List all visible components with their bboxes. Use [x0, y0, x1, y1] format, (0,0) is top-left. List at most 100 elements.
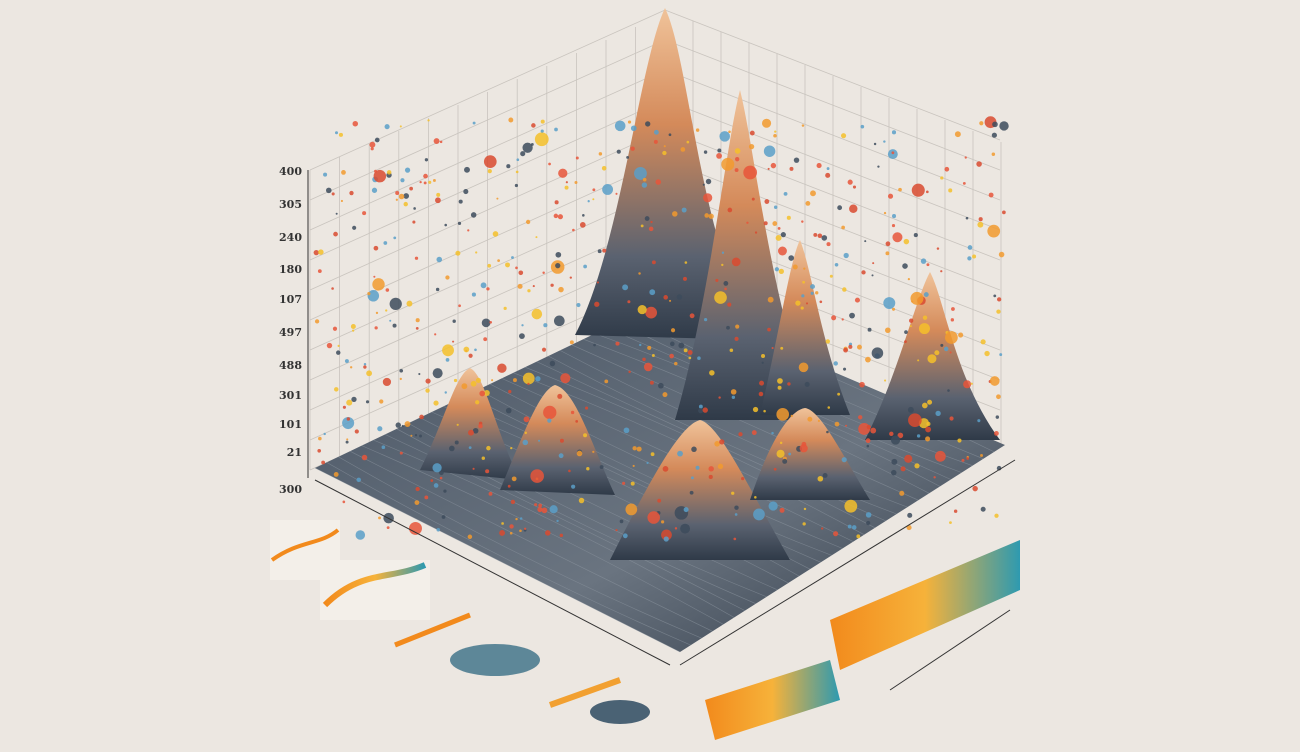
dot: [313, 249, 319, 256]
dot: [414, 500, 420, 506]
dot: [367, 291, 371, 296]
dot: [634, 166, 647, 180]
dot: [419, 434, 422, 438]
dot: [891, 458, 898, 465]
dot: [943, 346, 949, 352]
dot: [833, 531, 839, 537]
dot: [900, 466, 906, 472]
dot: [545, 530, 551, 536]
dot: [991, 152, 996, 156]
dot: [497, 363, 507, 373]
dot: [907, 512, 913, 518]
dot: [456, 423, 459, 426]
dot: [731, 257, 741, 267]
dot: [560, 373, 571, 384]
dot: [519, 529, 522, 533]
dot: [698, 408, 704, 414]
dot: [913, 233, 918, 238]
y-axis-label: 497: [279, 326, 302, 339]
dot: [512, 378, 517, 383]
dot: [336, 350, 341, 355]
dot: [361, 454, 368, 461]
dot: [622, 533, 628, 539]
dot: [947, 389, 950, 392]
dot: [825, 339, 831, 344]
dot: [423, 181, 427, 185]
dot: [751, 197, 755, 201]
dot: [569, 340, 574, 345]
dot: [646, 461, 649, 465]
dot: [418, 372, 421, 376]
dot: [356, 477, 361, 483]
dot: [461, 383, 468, 390]
dot: [819, 300, 823, 304]
dot: [721, 263, 724, 267]
dot: [805, 200, 811, 206]
dot: [684, 261, 688, 264]
dot: [898, 187, 902, 192]
dot: [776, 408, 790, 421]
dot: [729, 348, 734, 353]
dot: [789, 166, 794, 171]
dot: [342, 405, 346, 409]
dot: [668, 133, 672, 137]
dot: [479, 390, 486, 397]
dot: [771, 431, 774, 435]
dot: [435, 287, 440, 292]
dot: [925, 436, 931, 442]
dot: [734, 168, 739, 172]
dot: [926, 190, 929, 194]
y-axis-label: 305: [279, 198, 302, 211]
dot: [777, 246, 787, 256]
dot: [802, 280, 805, 284]
dot: [625, 503, 638, 516]
dot: [515, 266, 518, 270]
dot: [653, 129, 659, 135]
dot: [877, 165, 880, 168]
dot: [754, 231, 758, 234]
dot: [486, 287, 490, 291]
dot: [424, 158, 429, 162]
dot: [727, 302, 732, 307]
dot: [741, 476, 745, 481]
dot: [483, 155, 497, 168]
dot: [341, 170, 346, 175]
dot: [841, 225, 845, 230]
dot: [731, 491, 735, 495]
dot: [681, 207, 687, 213]
dot: [645, 306, 658, 319]
dot: [909, 325, 912, 328]
dot: [966, 457, 970, 460]
dot: [554, 200, 559, 205]
dot: [949, 351, 952, 354]
dot: [993, 294, 997, 298]
dot: [506, 164, 511, 169]
dot: [663, 295, 668, 300]
dot: [940, 270, 943, 273]
dot: [535, 376, 541, 382]
dot: [891, 151, 895, 155]
grid-line: [664, 99, 1001, 231]
dot: [856, 534, 861, 539]
dot: [804, 381, 810, 387]
dot: [556, 519, 559, 523]
dot: [858, 415, 863, 420]
contour: [314, 467, 681, 653]
dot: [532, 285, 535, 288]
dot: [642, 177, 647, 182]
dot: [321, 460, 326, 465]
dot: [907, 406, 914, 413]
dot: [773, 205, 778, 209]
dot: [669, 299, 672, 302]
dot: [557, 393, 563, 399]
dot: [398, 193, 405, 200]
dot: [697, 356, 701, 360]
dot: [803, 267, 806, 270]
dot: [516, 158, 520, 162]
dot: [678, 342, 685, 349]
dot: [344, 359, 349, 364]
dot: [841, 457, 847, 463]
dot: [936, 247, 940, 250]
dot: [842, 287, 847, 292]
dot: [721, 157, 735, 171]
